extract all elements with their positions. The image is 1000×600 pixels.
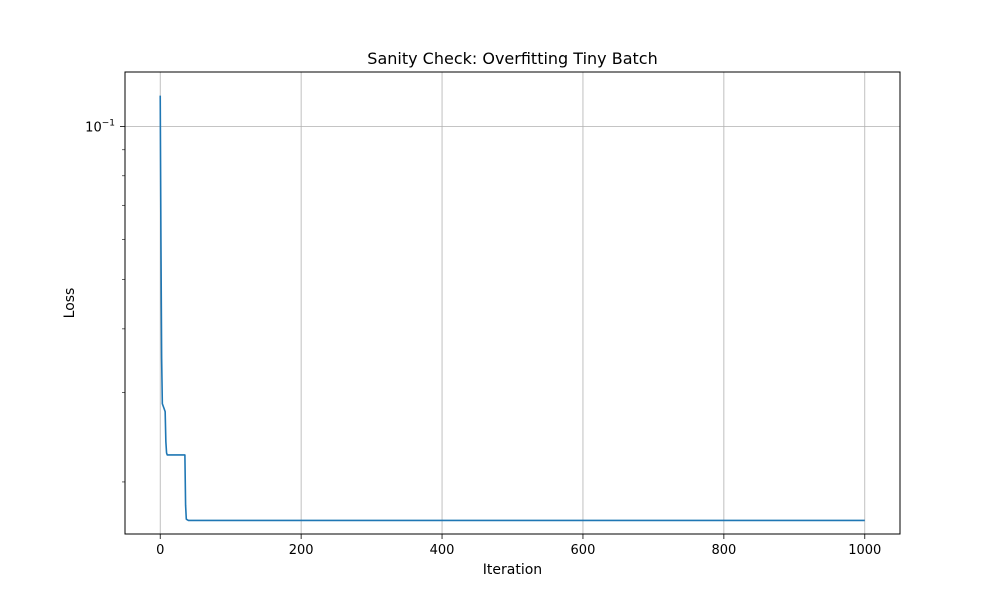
x-tick-label: 0 xyxy=(156,543,164,558)
ticks: 0 200 400 600 800 1000 10−1 xyxy=(85,119,881,558)
grid xyxy=(125,72,900,534)
axes-frame xyxy=(124,71,901,535)
y-tick-label: 10−1 xyxy=(85,119,115,136)
x-tick-label: 400 xyxy=(430,543,455,558)
loss-series-line xyxy=(159,95,865,522)
x-tick-label: 600 xyxy=(571,543,596,558)
x-tick-label: 800 xyxy=(711,543,736,558)
x-axis-label: Iteration xyxy=(483,562,542,578)
series-layer xyxy=(159,95,865,522)
x-tick-label: 1000 xyxy=(848,543,881,558)
y-axis-label: Loss xyxy=(62,288,78,319)
chart-title: Sanity Check: Overfitting Tiny Batch xyxy=(367,49,657,68)
x-tick-label: 200 xyxy=(289,543,314,558)
